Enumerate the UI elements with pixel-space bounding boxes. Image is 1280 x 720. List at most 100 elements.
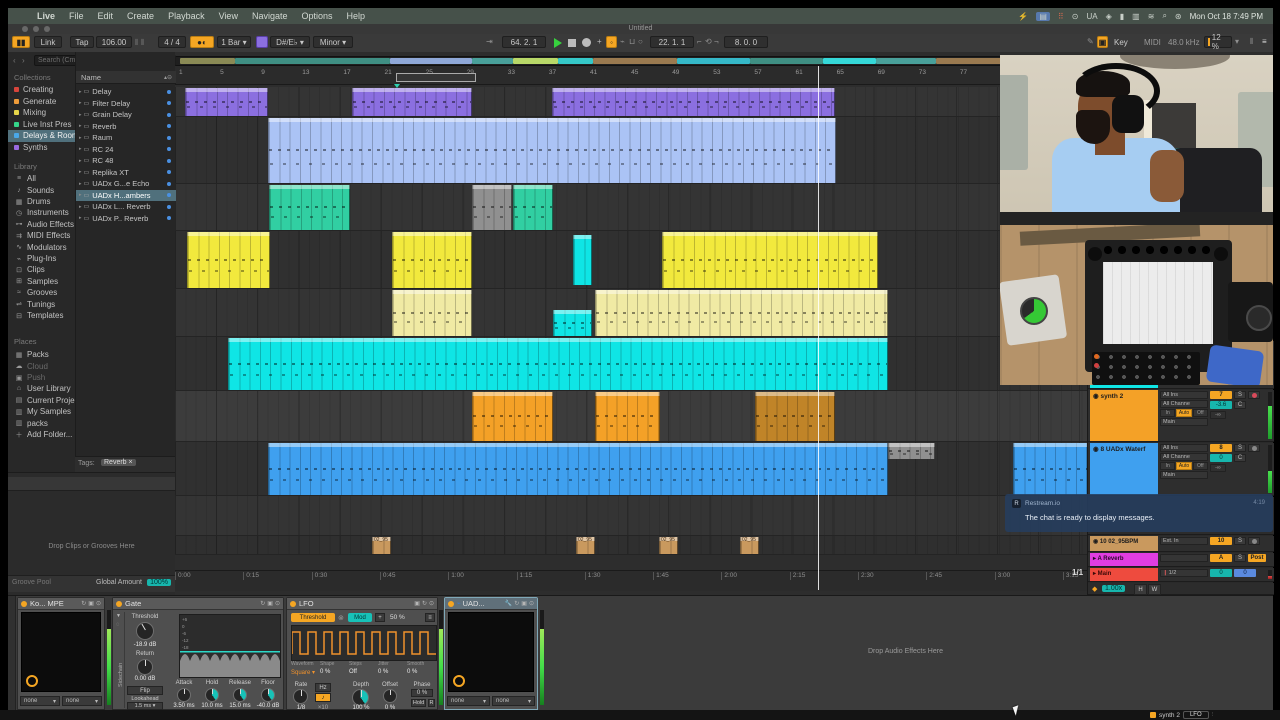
lfo-amount[interactable]: 50 % [390, 614, 405, 621]
sync-note-button[interactable]: ♪ [315, 693, 331, 702]
place-packs[interactable]: ▥ packs [8, 417, 75, 429]
zoom-level[interactable]: 1.00x [1102, 585, 1126, 592]
sidebar-item-clips[interactable]: ⊡ Clips [8, 264, 75, 276]
main-volume[interactable]: 0 [1210, 569, 1232, 577]
clip-orange[interactable] [595, 392, 660, 441]
clip-yellow[interactable] [392, 232, 472, 288]
disclosure-icon[interactable]: ▸ [79, 100, 82, 107]
track-lane-3[interactable] [175, 231, 1087, 289]
save-preset-icon[interactable]: ▣ [414, 601, 420, 607]
add-mapping-button[interactable]: + [375, 613, 385, 622]
device-on-toggle[interactable] [290, 600, 296, 607]
input-routing[interactable]: Ext. In [1160, 537, 1208, 545]
browser-item-uadx-g-e-echo[interactable]: ▸ ▭ UADx G...e Echo [76, 178, 176, 190]
place-user-library[interactable]: ⌂ User Library [8, 383, 75, 395]
output-routing[interactable]: Main [1160, 471, 1208, 479]
release-value[interactable]: 15.0 ms [229, 703, 251, 709]
menubar-item-options[interactable]: Options [301, 11, 333, 21]
sidebar-item-plug-ins[interactable]: ⌁ Plug-Ins [8, 253, 75, 265]
link-button[interactable]: Link [34, 36, 62, 48]
sidebar-item-all[interactable]: ≡ All [8, 173, 75, 185]
browser-item-replika-xt[interactable]: ▸ ▭ Replika XT [76, 167, 176, 179]
return-value[interactable]: 0.00 dB [134, 676, 156, 682]
menubar-item-help[interactable]: Help [346, 11, 366, 21]
menubar-item-edit[interactable]: Edit [97, 11, 114, 21]
plugin-device-kontakt[interactable]: Ko... MPE ↻ ▣ ⊙ none ▾ none ▾ [17, 597, 105, 710]
threshold-value[interactable]: -18.9 dB [133, 642, 157, 648]
pan-field[interactable]: C [1234, 401, 1246, 409]
save-preset-icon[interactable]: ▣ [88, 601, 94, 607]
mod-button[interactable]: Mod [348, 613, 372, 622]
hot-swap-icon[interactable]: ↻ [260, 601, 266, 607]
loop-length-field[interactable]: 8. 0. 0 [724, 36, 768, 48]
track-swatch[interactable]: ◉ synth 2 [1090, 390, 1158, 441]
midi-map-button[interactable]: MIDI [1144, 38, 1161, 47]
arm-button[interactable] [1248, 444, 1260, 452]
clip-tan[interactable]: 02_95 [740, 537, 759, 554]
track-lane-8[interactable] [175, 496, 1087, 536]
clip-cream[interactable] [392, 290, 472, 336]
disclosure-icon[interactable]: ▸ [79, 146, 82, 153]
menubar-item-playback[interactable]: Playback [168, 11, 205, 21]
hot-swap-icon[interactable]: ↻ [81, 601, 87, 607]
zoom-width-button[interactable]: W [1148, 584, 1161, 595]
lock-icon[interactable]: ⊙ [1071, 11, 1079, 21]
rate-value[interactable]: 1/8 [296, 705, 306, 711]
clip-tan[interactable]: 02_95 [372, 537, 391, 554]
track-swatch[interactable]: ◉ 8 UADx Waterf [1090, 443, 1158, 495]
browser-item-reverb[interactable]: ▸ ▭ Reverb [76, 121, 176, 133]
map-target-button[interactable]: Threshold [291, 613, 335, 622]
tag-chip[interactable]: Reverb × [101, 459, 136, 466]
flip-button[interactable]: Flip [127, 686, 163, 695]
punch-out-icon[interactable]: ¬ [714, 37, 719, 46]
mini-device-chain[interactable]: synth 2 LFO ⫶ [1150, 711, 1213, 719]
hold-knob[interactable] [205, 688, 219, 702]
diamond-icon[interactable]: ◈ [1105, 11, 1112, 21]
collection-live-inst-pres[interactable]: Live Inst Pres [8, 119, 75, 131]
browser-list-header[interactable]: Name ▴⊖ [76, 71, 176, 84]
attack-knob[interactable] [177, 688, 191, 702]
browser-item-uadx-p-reverb[interactable]: ▸ ▭ UADx P.. Reverb [76, 213, 176, 225]
place-current-project[interactable]: ▤ Current Project [8, 395, 75, 407]
browser-item-uadx-h-ambers[interactable]: ▸ ▭ UADx H...ambers [76, 189, 176, 201]
place-add-folder-[interactable]: ＋ Add Folder... [8, 429, 75, 441]
send-field[interactable]: -∞ [1210, 464, 1226, 472]
clip-blue[interactable] [268, 443, 888, 495]
track-row-bpm[interactable]: ◉ 10 02_95BPM Ext. In 10 S [1088, 536, 1274, 552]
track-number[interactable]: 10 [1210, 537, 1232, 545]
zoom-height-button[interactable]: H [1134, 584, 1147, 595]
lfo-steps-value[interactable]: Off [349, 669, 357, 675]
device-on-toggle[interactable] [116, 600, 122, 607]
gate-device[interactable]: Gate ↻ ▣ ⊙ ▼ ◌ Sidechain Threshold -18.9 d… [112, 597, 284, 710]
unmap-icon[interactable]: ⊗ [338, 615, 344, 622]
loop-start-field[interactable]: 22. 1. 1 [650, 36, 694, 48]
place-packs[interactable]: ▦ Packs [8, 349, 75, 361]
disclosure-icon[interactable]: ▸ [79, 180, 82, 187]
unfold-icon[interactable]: ⊙ [95, 601, 101, 607]
clip-orange_muted[interactable] [755, 392, 835, 441]
browser-item-filter-delay[interactable]: ▸ ▭ Filter Delay [76, 98, 176, 110]
place-cloud[interactable]: ☁ Cloud [8, 360, 75, 372]
depth-value[interactable]: 100 % [352, 705, 370, 711]
arm-button[interactable] [1248, 391, 1260, 399]
clip-teal[interactable] [513, 185, 553, 230]
menubar-item-view[interactable]: View [218, 11, 238, 21]
menubar-item-create[interactable]: Create [127, 11, 155, 21]
disclosure-icon[interactable]: ▸ [79, 192, 82, 199]
punch-in-icon[interactable]: ⌐ [697, 37, 702, 46]
close-window-button[interactable] [22, 26, 28, 32]
app-grid-icon[interactable]: ⠿ [1057, 11, 1064, 21]
clip-cream[interactable] [595, 290, 888, 336]
clip-cyan[interactable] [553, 310, 592, 336]
tempo-field[interactable]: 106.00 [96, 36, 132, 48]
beat-time-ruler[interactable] [175, 66, 1273, 85]
tab-layout-icon[interactable]: ▮▮ [12, 36, 30, 48]
clip-gray[interactable] [472, 185, 512, 230]
clip-yellow[interactable] [662, 232, 878, 288]
track-swatch[interactable]: ◉ 10 02_95BPM [1090, 536, 1158, 551]
input-channel[interactable]: All Channe [1160, 453, 1208, 461]
clip-teal[interactable] [269, 185, 350, 230]
browser-item-uadx-l-reverb[interactable]: ▸ ▭ UADx L... Reverb [76, 201, 176, 213]
fold-icon[interactable]: ⊙ [274, 601, 280, 607]
automation-arm-icon[interactable]: ⌁ [620, 37, 625, 46]
